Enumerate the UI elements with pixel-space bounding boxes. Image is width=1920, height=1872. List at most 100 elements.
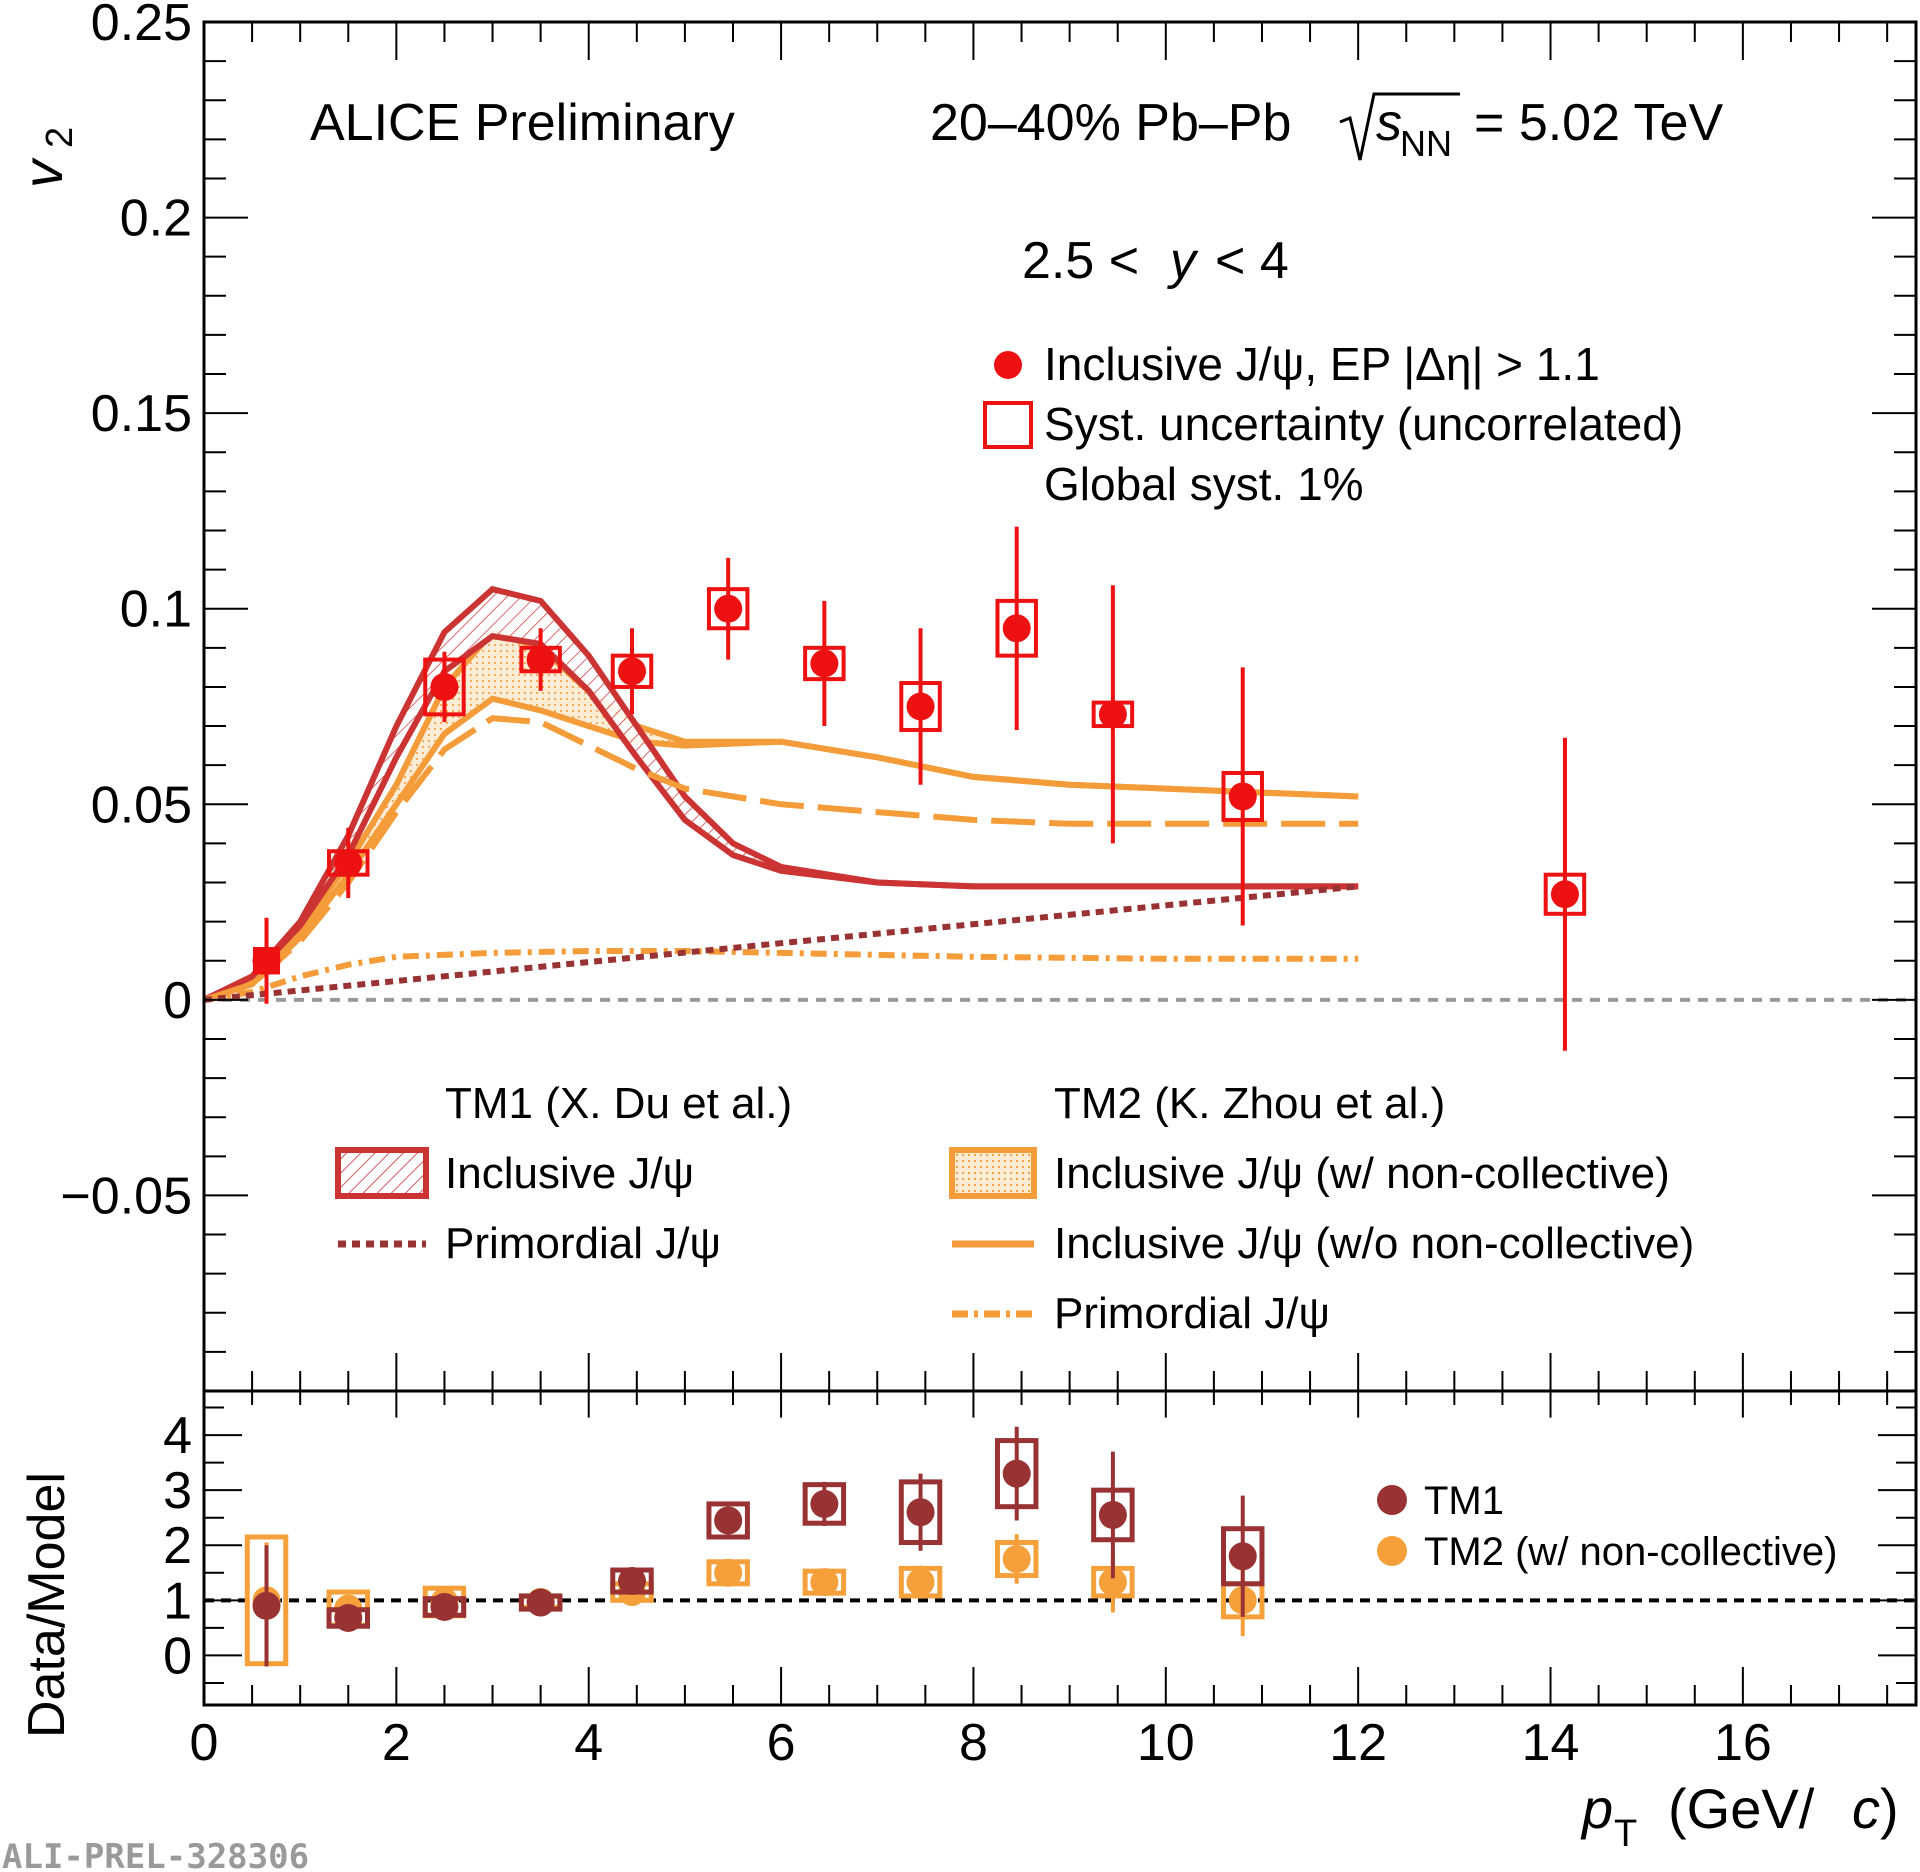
tm1-ratio-syst-box (1221, 1526, 1265, 1587)
legend-syst-label: Syst. uncertainty (uncorrelated) (1044, 398, 1683, 450)
tm1-ratio-syst-box (706, 1501, 750, 1540)
data-syst-box (706, 587, 750, 631)
top-y-tick-label: 0.05 (91, 776, 192, 834)
data-syst-box (1221, 770, 1264, 822)
xlabel-unit-open: (GeV/ (1668, 1777, 1815, 1840)
top-y-tick-label: 0.15 (91, 385, 192, 443)
bot-y-tick-label: 0 (163, 1627, 192, 1685)
top-y-tick-label: 0.25 (91, 0, 192, 52)
tm1-ratio-syst-box (802, 1482, 847, 1526)
tm1-ratio-point (252, 1591, 281, 1620)
tm1-ratio-point (1002, 1459, 1031, 1488)
data-point (334, 848, 363, 877)
top-y-tick-label: 0.2 (120, 190, 192, 248)
tm2-band-lower (204, 695, 1359, 1003)
top-ylabel: v (11, 157, 74, 188)
tm1-primordial-curve (204, 883, 1359, 1003)
bottom-ylabel: Data/Model (18, 1472, 76, 1738)
tm2-inclusive-w-label: Inclusive J/ψ (w/ non-collective) (1054, 1149, 1670, 1198)
watermark: ALI-PREL-328306 (2, 1837, 309, 1872)
legend-tm1-band (335, 1147, 429, 1199)
xlabel-unit-var: c (1852, 1777, 1880, 1840)
x-tick-label: 8 (959, 1714, 988, 1772)
tm1-ratio-point (810, 1489, 839, 1518)
bot-y-tick-label: 1 (163, 1572, 192, 1630)
data-point (1228, 782, 1257, 811)
rapidity-left: 2.5 < (1022, 232, 1139, 290)
tm2-primordial-label: Primordial J/ψ (1054, 1289, 1330, 1338)
top-y-tick-label: 0.1 (120, 581, 192, 639)
data-syst-box (423, 657, 466, 717)
tm1-ratio-syst-box (994, 1438, 1039, 1510)
tm1-ratio-point (1228, 1542, 1257, 1571)
legend-tm2-ratio-marker (1377, 1536, 1407, 1566)
ratio-legend: TM1 TM2 (w/ non-collective) (1377, 1479, 1837, 1574)
legend-global-label: Global syst. 1% (1044, 458, 1364, 510)
tm2-primordial-curve (204, 948, 1359, 1003)
tm2-ratio-syst-box (994, 1539, 1039, 1579)
tm1-inclusive-label: Inclusive J/ψ (445, 1149, 694, 1198)
axis-titles: v 2 Data/Model p T (GeV/ c ) (11, 127, 1899, 1855)
x-tick-label: 4 (574, 1714, 603, 1772)
energy-label: = 5.02 TeV (1474, 94, 1723, 152)
data-point (1002, 614, 1031, 643)
bot-y-tick-label: 3 (163, 1462, 192, 1520)
data-legend: Inclusive J/ψ, EP |Δη| > 1.1 Syst. uncer… (983, 338, 1683, 510)
data-syst-box (1543, 872, 1587, 916)
x-tick-label: 16 (1714, 1714, 1772, 1772)
system-label: 20–40% Pb–Pb (930, 94, 1291, 152)
axes: 0.250.20.150.10.050−0.050 2 4 6 8 10 12 14 16012… (60, 0, 1918, 1772)
data-syst-box (610, 653, 654, 689)
tm1-ratio-syst-box (1091, 1487, 1135, 1543)
sqrt-s-subscript: NN (1400, 123, 1452, 164)
data-point (810, 649, 839, 678)
experiment-label: ALICE Preliminary (310, 94, 735, 152)
tm2-ratio-point (1002, 1545, 1031, 1574)
tm2-ratio-point (906, 1568, 935, 1597)
legend-data-marker (994, 351, 1022, 379)
tm1-ratio-point (526, 1588, 555, 1617)
x-tick-label: 14 (1522, 1714, 1580, 1772)
data-syst-box (803, 645, 846, 682)
tm2-ratio-point (1098, 1568, 1127, 1597)
tm1-ratio-point (618, 1567, 646, 1596)
bot-y-tick-label: 4 (163, 1407, 192, 1465)
model-legend: TM1 (X. Du et al.) Inclusive J/ψ Primord… (335, 1079, 1694, 1338)
legend-tm1-ratio-marker (1377, 1485, 1407, 1515)
data-syst-box (899, 681, 942, 732)
data-point (430, 672, 459, 701)
tm2-title: TM2 (K. Zhou et al.) (1054, 1079, 1445, 1128)
rapidity-right: < 4 (1215, 232, 1289, 290)
xlabel-unit-close: ) (1880, 1777, 1899, 1840)
data-point (1550, 880, 1579, 909)
tm2-wo-curve (204, 715, 1359, 1003)
tm1-ratio-point (906, 1498, 935, 1527)
tm1-primordial-label: Primordial J/ψ (445, 1219, 721, 1268)
top-ylabel-sub: 2 (39, 127, 81, 148)
legend-tm2-ratio-label: TM2 (w/ non-collective) (1424, 1530, 1837, 1574)
tm2-ratio-point (714, 1558, 743, 1587)
data-point (252, 946, 281, 975)
tm1-ratio-point (1098, 1500, 1127, 1529)
top-model-curves (204, 585, 1916, 1003)
bottom-ratio-points (204, 1426, 1916, 1667)
legend-syst-box (983, 401, 1033, 449)
x-tick-label: 10 (1137, 1714, 1195, 1772)
sqrt-s-label: s (1376, 94, 1402, 152)
top-data-points (252, 526, 1587, 1051)
top-y-tick-label: −0.05 (60, 1167, 192, 1225)
tm1-ratio-point (334, 1603, 363, 1632)
tm1-ratio-point (714, 1506, 743, 1535)
data-point (526, 645, 555, 674)
tm1-ratio-point (430, 1592, 459, 1621)
top-y-tick-label: 0 (163, 972, 192, 1030)
x-tick-label: 12 (1329, 1714, 1387, 1772)
bot-y-tick-label: 2 (163, 1517, 192, 1575)
x-tick-label: 0 (190, 1714, 219, 1772)
xlabel-var: p (1580, 1777, 1613, 1840)
legend-tm1-ratio-label: TM1 (1424, 1479, 1504, 1523)
data-point (1098, 700, 1127, 729)
data-point (714, 594, 743, 623)
data-point (618, 657, 646, 686)
